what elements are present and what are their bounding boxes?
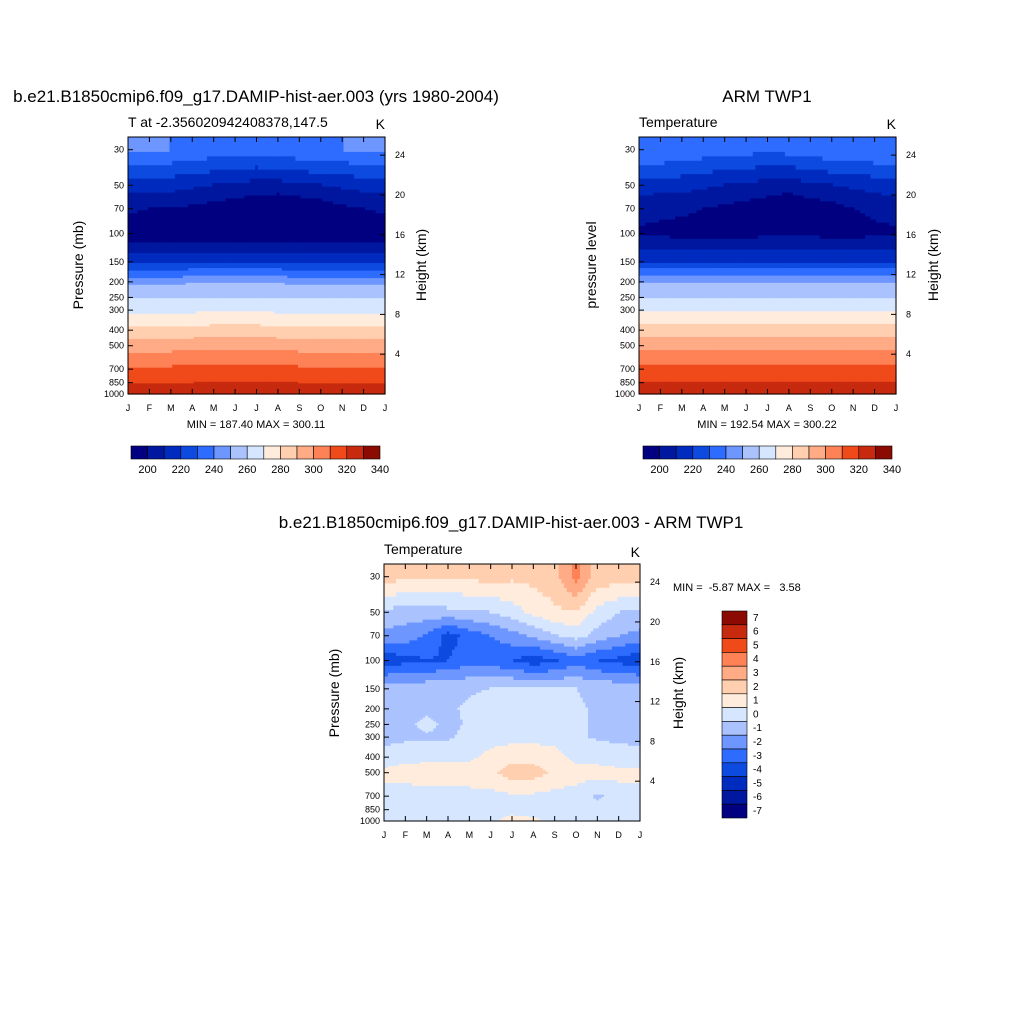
panel-model-title: b.e21.B1850cmip6.f09_g17.DAMIP-hist-aer.…: [13, 87, 499, 106]
contour-field: [128, 137, 386, 395]
panel-model: b.e21.B1850cmip6.f09_g17.DAMIP-hist-aer.…: [13, 87, 499, 476]
panel-model-subtitle-right: K: [376, 116, 386, 132]
panel-model-contour-plot: 3050701001502002503004005007008501000242…: [104, 137, 405, 413]
panel-model-subtitle-left: T at -2.356020942408378,147.5: [128, 114, 328, 130]
